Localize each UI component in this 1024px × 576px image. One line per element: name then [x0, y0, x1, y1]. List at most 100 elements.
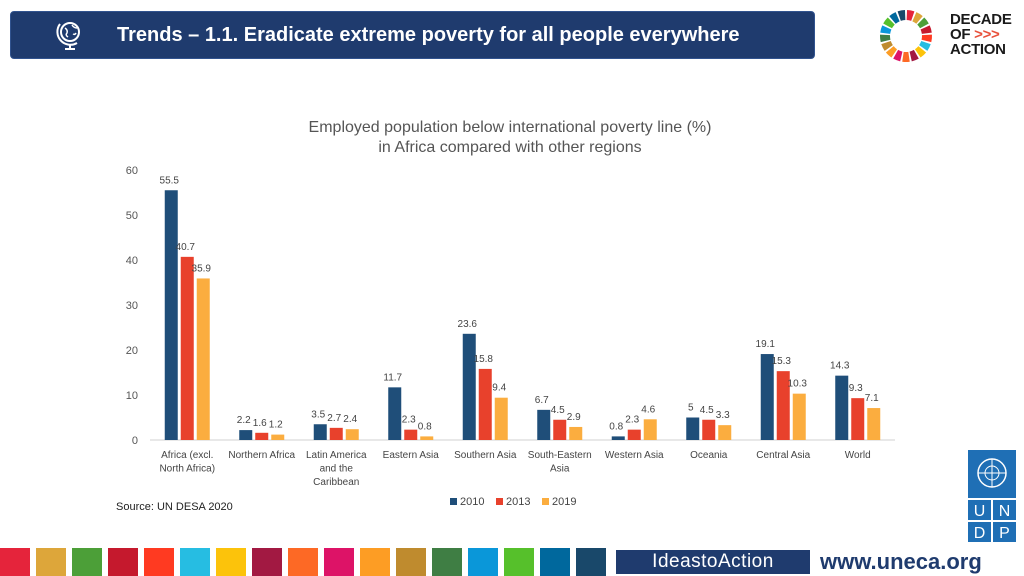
- sdg-strip-block: [504, 548, 534, 576]
- bar-2010: [537, 409, 551, 440]
- data-label: 35.9: [192, 263, 212, 274]
- data-label: 23.6: [458, 319, 478, 330]
- sdg-strip-block: [324, 548, 354, 576]
- sdg-wheel-segment: [885, 46, 898, 58]
- data-label: 9.3: [849, 383, 863, 394]
- legend-swatch: [450, 498, 457, 505]
- sdg-strip-block: [252, 548, 282, 576]
- legend-label: 2010: [460, 496, 484, 508]
- category-label: Southern Asia: [454, 450, 517, 461]
- data-label: 19.1: [756, 339, 776, 350]
- undp-letter-p: P: [999, 525, 1010, 542]
- bar-2013: [851, 398, 865, 440]
- undp-logo: U N D P: [968, 450, 1016, 542]
- data-label: 2.4: [343, 414, 357, 425]
- data-label: 2.7: [327, 413, 341, 424]
- page-title: Trends – 1.1. Eradicate extreme poverty …: [117, 24, 740, 46]
- category-label: Africa (excl.: [161, 450, 213, 461]
- data-label: 5: [688, 403, 694, 414]
- category-label: Asia: [550, 464, 570, 475]
- bar-2010: [164, 190, 178, 440]
- y-tick-label: 0: [132, 435, 138, 447]
- undp-letter-u: U: [974, 503, 986, 520]
- sdg-wheel-segment: [897, 10, 906, 21]
- data-label: 2.2: [237, 415, 251, 426]
- data-label: 55.5: [160, 175, 180, 186]
- sdg-strip-block: [144, 548, 174, 576]
- sdg-wheel-icon: [880, 10, 932, 62]
- bar-2010: [835, 375, 849, 440]
- bar-2019: [494, 397, 508, 440]
- category-label: Oceania: [690, 450, 728, 461]
- category-label: Western Asia: [605, 450, 664, 461]
- bar-2013: [404, 429, 418, 440]
- sdg-wheel-segment: [893, 49, 903, 62]
- category-label: Central Asia: [756, 450, 810, 461]
- data-label: 10.3: [788, 379, 808, 390]
- y-tick-label: 10: [126, 390, 138, 402]
- chart-title: Employed population below international …: [308, 119, 712, 136]
- sdg-wheel-segment: [914, 46, 927, 58]
- ideas-to-action-banner: IdeastoAction: [616, 550, 810, 574]
- data-label: 0.8: [609, 421, 623, 432]
- sdg-strip-block: [468, 548, 498, 576]
- data-label: 15.3: [772, 356, 792, 367]
- bar-2019: [718, 425, 732, 440]
- logo-line-2: OF >>>: [950, 26, 1000, 43]
- bar-2010: [313, 424, 327, 440]
- sdg-strip-block: [72, 548, 102, 576]
- undp-letter-d: D: [974, 525, 986, 542]
- sdg-strip-block: [576, 548, 606, 576]
- sdg-wheel-segment: [906, 10, 915, 21]
- sdg-strip-block: [288, 548, 318, 576]
- bar-2019: [643, 419, 657, 440]
- data-label: 4.5: [700, 405, 714, 416]
- sdg-wheel-segment: [883, 17, 895, 29]
- y-tick-label: 30: [126, 300, 138, 312]
- sdg-wheel-segment: [920, 25, 932, 34]
- chart-title-block: Employed population below international …: [250, 118, 770, 158]
- bar-2013: [776, 371, 790, 440]
- data-label: 6.7: [535, 395, 549, 406]
- bar-2019: [345, 429, 359, 440]
- bar-2013: [553, 419, 567, 440]
- bar-2013: [180, 256, 194, 440]
- logo-line-3: ACTION: [950, 41, 1006, 58]
- legend-label: 2019: [552, 496, 576, 508]
- sdg-wheel-segment: [912, 12, 923, 24]
- legend-swatch: [496, 498, 503, 505]
- bar-2013: [478, 368, 492, 440]
- sdg-wheel-segment: [921, 34, 932, 43]
- sdg-strip-block: [540, 548, 570, 576]
- data-label: 0.8: [418, 421, 432, 432]
- bar-chart: 0 10 20 30 40 50 60 55.5 40.7 35.9 Africa (excl. No…: [126, 165, 895, 508]
- sdg-strip-block: [180, 548, 210, 576]
- data-label: 3.3: [716, 410, 730, 421]
- y-tick-label: 40: [126, 255, 138, 267]
- bar-2010: [239, 430, 253, 440]
- data-label: 2.3: [402, 415, 416, 426]
- decade-of-action-logo: DECADE OF >>> ACTION: [878, 8, 1012, 64]
- data-label: 4.6: [641, 404, 655, 415]
- title-bar: Trends – 1.1. Eradicate extreme poverty …: [10, 11, 815, 59]
- bar-2019: [867, 408, 881, 440]
- sdg-wheel-segment: [909, 49, 919, 62]
- sdg-strip-block: [432, 548, 462, 576]
- data-label: 11.7: [383, 372, 402, 383]
- data-label: 1.2: [269, 420, 283, 431]
- sdg-strip-block: [360, 548, 390, 576]
- bar-2010: [686, 417, 700, 440]
- bar-2010: [388, 387, 402, 440]
- category-label: Caribbean: [313, 477, 359, 488]
- bar-2019: [420, 436, 434, 440]
- y-tick-label: 50: [126, 210, 138, 222]
- sdg-wheel-segment: [880, 25, 892, 34]
- sdg-wheel-segment: [902, 51, 910, 62]
- data-label: 2.9: [567, 412, 581, 423]
- website-link[interactable]: www.uneca.org: [820, 549, 982, 574]
- category-label: Northern Africa: [228, 450, 295, 461]
- y-tick-label: 20: [126, 345, 138, 357]
- y-tick-label: 60: [126, 165, 138, 177]
- source-note: Source: UN DESA 2020: [116, 501, 233, 513]
- sdg-wheel-segment: [881, 40, 893, 51]
